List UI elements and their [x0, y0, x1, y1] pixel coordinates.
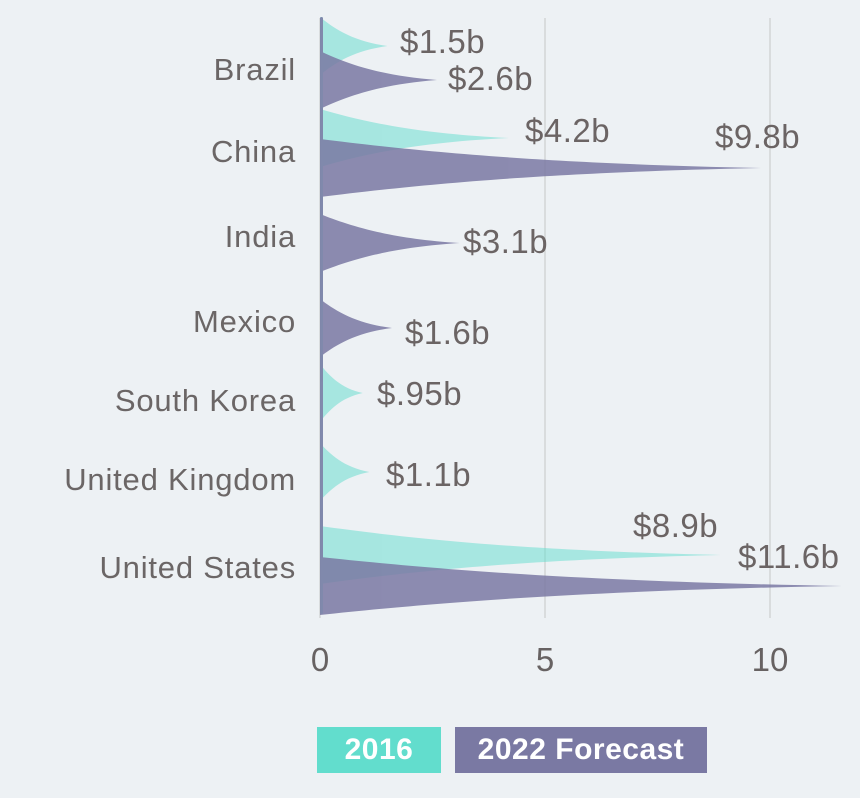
x-tick-0: 0: [310, 641, 330, 678]
value-label-brazil-2022: $2.6b: [448, 60, 534, 97]
value-label-china-2022: $9.8b: [715, 118, 801, 155]
x-tick-5: 5: [535, 641, 555, 678]
value-label-india-2022: $3.1b: [463, 223, 549, 260]
spike-united-kingdom-2016: [320, 443, 370, 501]
value-label-united-states-2016: $8.9b: [633, 507, 719, 544]
value-label-south-korea-2016: $.95b: [377, 375, 463, 412]
category-label-united-states: United States: [99, 550, 296, 585]
value-label-brazil-2016: $1.5b: [400, 23, 486, 60]
spike-united-states-2022: [320, 557, 842, 615]
spike-brazil-2022: [320, 51, 437, 109]
value-label-china-2016: $4.2b: [525, 112, 611, 149]
category-label-china: China: [211, 134, 296, 169]
value-label-mexico-2022: $1.6b: [405, 314, 491, 351]
value-label-united-kingdom-2016: $1.1b: [386, 456, 472, 493]
spike-india-2022: [320, 214, 460, 272]
category-label-south-korea: South Korea: [114, 383, 296, 418]
spike-south-korea-2016: [320, 364, 363, 422]
category-label-india: India: [224, 219, 296, 254]
spike-mexico-2022: [320, 299, 392, 357]
series-2022-forecast: [320, 17, 842, 615]
x-tick-10: 10: [751, 641, 789, 678]
spike-china-2022: [320, 139, 761, 197]
category-label-mexico: Mexico: [193, 304, 296, 339]
category-label-united-kingdom: United Kingdom: [64, 462, 296, 497]
category-label-brazil: Brazil: [213, 52, 296, 87]
value-label-united-states-2022: $11.6b: [738, 538, 840, 575]
